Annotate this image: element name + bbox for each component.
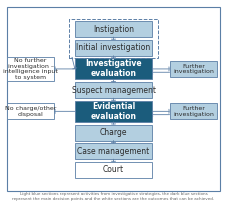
Text: Case management: Case management [77,147,150,156]
FancyBboxPatch shape [170,103,217,119]
Text: Light blue sections represent activities from investigative strategies, the dark: Light blue sections represent activities… [12,192,215,201]
Text: Evidential
evaluation: Evidential evaluation [91,102,136,121]
FancyBboxPatch shape [75,58,152,79]
FancyBboxPatch shape [75,40,152,56]
FancyBboxPatch shape [170,61,217,77]
FancyBboxPatch shape [7,7,220,191]
Text: Further
investigation: Further investigation [173,106,214,117]
FancyBboxPatch shape [75,21,152,37]
Text: Charge: Charge [100,128,127,137]
Text: Investigative
evaluation: Investigative evaluation [85,59,142,78]
Text: Further
investigation: Further investigation [173,64,214,74]
FancyBboxPatch shape [7,103,54,119]
FancyBboxPatch shape [75,143,152,159]
Text: Initial investigation: Initial investigation [76,43,151,52]
Text: Instigation: Instigation [93,25,134,34]
FancyBboxPatch shape [75,101,152,122]
Text: No charge/other
disposal: No charge/other disposal [5,106,56,117]
FancyBboxPatch shape [75,125,152,141]
FancyBboxPatch shape [7,57,54,81]
FancyBboxPatch shape [75,82,152,98]
Text: Court: Court [103,165,124,174]
Text: No further
investigation –
intelligence input
to system: No further investigation – intelligence … [3,58,58,80]
FancyBboxPatch shape [75,162,152,178]
Text: Suspect management: Suspect management [72,86,155,95]
